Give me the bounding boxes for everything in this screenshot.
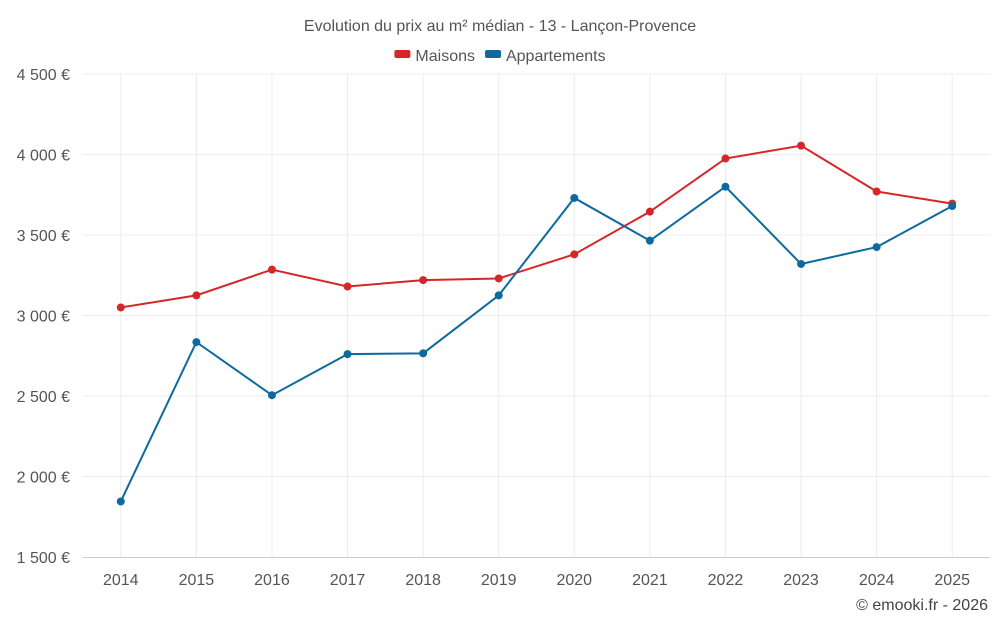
data-point-maisons[interactable] <box>494 274 503 283</box>
legend-label: Maisons <box>415 48 475 65</box>
series-line-appartements <box>119 185 953 502</box>
data-point-appartements[interactable] <box>570 193 579 202</box>
x-tick-label: 2021 <box>632 572 668 589</box>
x-tick-label: 2017 <box>330 572 366 589</box>
data-point-appartements[interactable] <box>948 202 957 211</box>
legend-label: Appartements <box>506 48 606 65</box>
x-tick-label: 2014 <box>103 572 139 589</box>
data-point-appartements[interactable] <box>343 350 352 359</box>
series-layer <box>116 141 957 506</box>
data-point-maisons[interactable] <box>872 187 881 196</box>
data-point-maisons[interactable] <box>570 250 579 259</box>
data-point-maisons[interactable] <box>419 276 428 285</box>
data-point-appartements[interactable] <box>721 182 730 191</box>
credit-text: © emooki.fr - 2026 <box>856 597 988 614</box>
data-point-maisons[interactable] <box>192 291 201 300</box>
x-tick-label: 2025 <box>934 572 970 589</box>
data-point-maisons[interactable] <box>645 207 654 216</box>
y-tick-label: 3 000 € <box>17 309 70 326</box>
data-point-maisons[interactable] <box>721 154 730 163</box>
x-tick-label: 2023 <box>783 572 819 589</box>
data-point-appartements[interactable] <box>419 349 428 358</box>
series-line-maisons <box>120 144 953 309</box>
x-tick-label: 2024 <box>859 572 895 589</box>
x-tick-label: 2020 <box>556 572 592 589</box>
data-point-maisons[interactable] <box>343 282 352 291</box>
data-point-appartements[interactable] <box>116 497 125 506</box>
data-point-appartements[interactable] <box>267 391 276 400</box>
x-tick-label: 2022 <box>708 572 744 589</box>
data-point-maisons[interactable] <box>797 141 806 150</box>
x-tick-label: 2015 <box>179 572 215 589</box>
chart-title: Evolution du prix au m² médian - 13 - La… <box>304 18 696 35</box>
axes: 1 500 € 2 000 € 2 500 € 3 000 € 3 500 € 4 000… <box>17 67 990 589</box>
data-point-appartements[interactable] <box>872 243 881 252</box>
legend-item-appartements[interactable]: Appartements <box>484 48 606 65</box>
data-point-appartements[interactable] <box>645 236 654 245</box>
data-point-appartements[interactable] <box>797 259 806 268</box>
x-tick-label: 2019 <box>481 572 517 589</box>
y-tick-label: 3 500 € <box>17 228 70 245</box>
data-point-appartements[interactable] <box>192 338 201 347</box>
grid <box>83 73 990 557</box>
y-tick-label: 2 500 € <box>17 389 70 406</box>
x-tick-label: 2018 <box>405 572 441 589</box>
y-tick-label: 1 500 € <box>17 550 70 567</box>
y-tick-label: 4 500 € <box>17 67 70 84</box>
y-tick-label: 4 000 € <box>17 148 70 165</box>
x-tick-label: 2016 <box>254 572 290 589</box>
legend-swatch <box>394 50 411 58</box>
legend-item-maisons[interactable]: Maisons <box>394 48 475 65</box>
data-point-appartements[interactable] <box>494 291 503 300</box>
legend: Maisons Appartements <box>394 48 606 65</box>
y-tick-label: 2 000 € <box>17 470 70 487</box>
data-point-maisons[interactable] <box>116 303 125 312</box>
legend-swatch <box>484 50 501 58</box>
data-point-maisons[interactable] <box>267 265 276 274</box>
